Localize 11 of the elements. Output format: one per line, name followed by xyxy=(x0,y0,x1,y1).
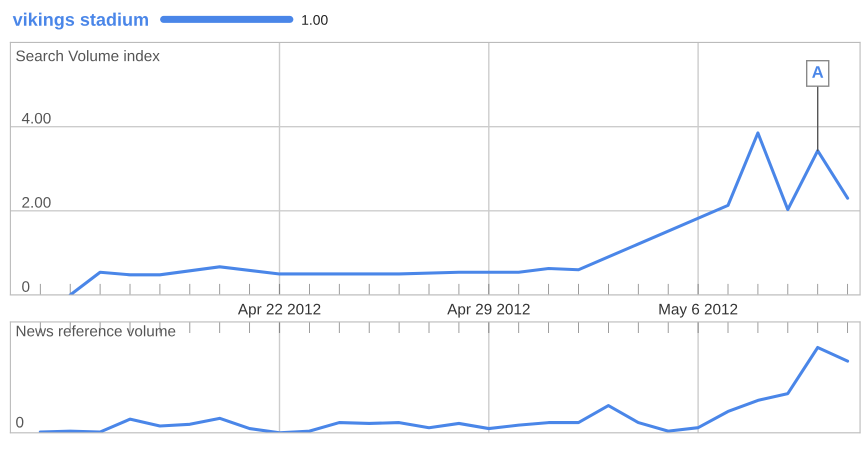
text: 1.00 xyxy=(302,15,328,25)
annotation: A xyxy=(812,66,824,78)
text: vikings stadium xyxy=(12,12,148,30)
y-tick-label: 2.00 xyxy=(22,196,51,208)
y-tick-label: 4.00 xyxy=(22,112,51,124)
x-tick-label: Apr 29 2012 xyxy=(447,304,530,318)
y-axis-title: Search Volume index xyxy=(16,50,160,62)
x-tick-label: Apr 22 2012 xyxy=(238,304,320,318)
x-tick-label: May 6 2012 xyxy=(659,304,738,318)
y-axis-title: News reference volume xyxy=(16,325,176,336)
y-tick-label: 0 xyxy=(22,281,30,292)
